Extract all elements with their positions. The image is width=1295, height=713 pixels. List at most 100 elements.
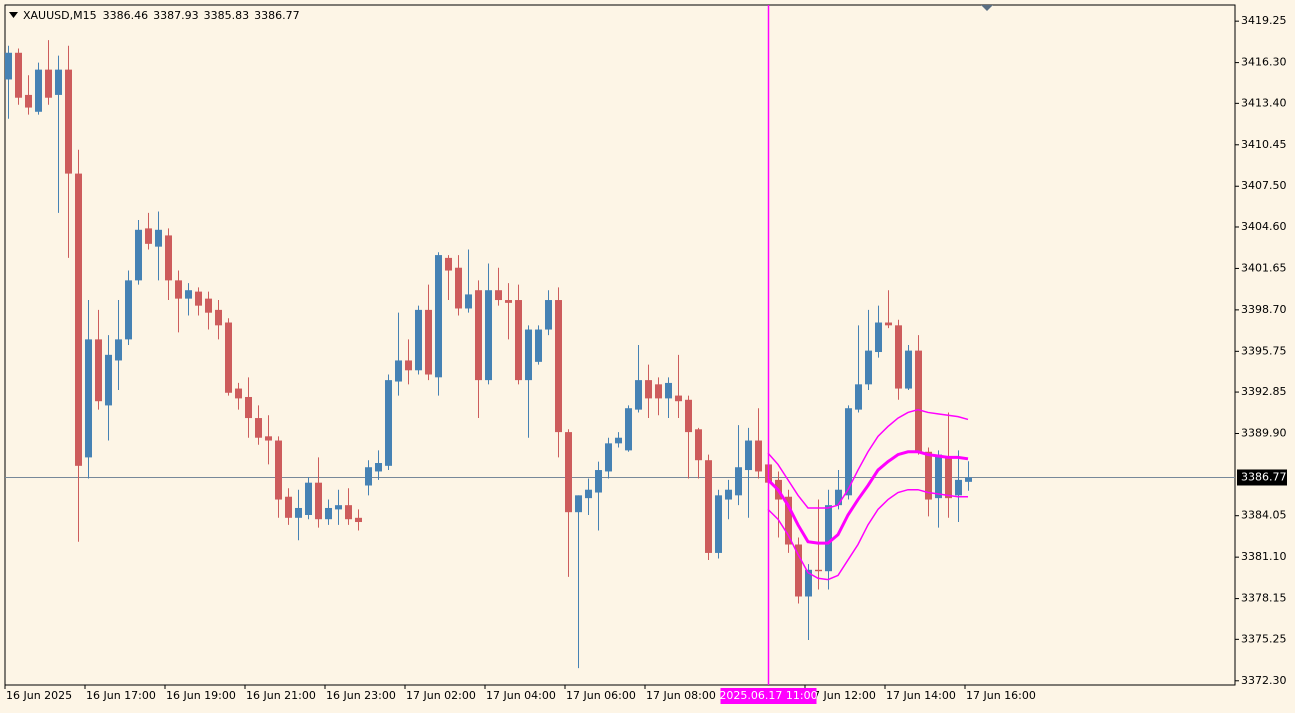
candle-body bbox=[265, 436, 272, 441]
candle-body bbox=[395, 360, 402, 382]
candle-body bbox=[255, 418, 262, 438]
candle-body bbox=[955, 479, 962, 496]
x-tick-label: 17 Jun 16:00 bbox=[966, 689, 1036, 702]
candle-body bbox=[495, 290, 502, 301]
candle-body bbox=[815, 569, 822, 572]
x-tick-label: 17 Jun 06:00 bbox=[566, 689, 636, 702]
candle-body bbox=[525, 329, 532, 381]
candle-body bbox=[605, 443, 612, 472]
candle-body bbox=[505, 300, 512, 303]
candle-body bbox=[725, 489, 732, 500]
candle-body bbox=[595, 470, 602, 493]
y-tick-label: 3413.40 bbox=[1241, 96, 1287, 109]
candle-body bbox=[205, 298, 212, 313]
candle-body bbox=[425, 309, 432, 375]
y-tick-label: 3395.75 bbox=[1241, 344, 1287, 357]
candle-body bbox=[845, 408, 852, 496]
candle-body bbox=[825, 505, 832, 572]
candle-body bbox=[55, 69, 62, 95]
candle-body bbox=[405, 360, 412, 371]
menu-arrow[interactable] bbox=[9, 12, 18, 18]
y-tick-label: 3407.50 bbox=[1241, 179, 1287, 192]
candle-body bbox=[935, 454, 942, 499]
candle-body bbox=[795, 544, 802, 597]
candle-body bbox=[565, 432, 572, 513]
candle-body bbox=[455, 267, 462, 309]
candle-body bbox=[665, 382, 672, 399]
candle-body bbox=[145, 228, 152, 244]
candle-body bbox=[965, 477, 972, 482]
x-tick-label: 16 Jun 21:00 bbox=[246, 689, 316, 702]
candle-body bbox=[895, 325, 902, 389]
candle-body bbox=[545, 300, 552, 330]
candle-body bbox=[745, 440, 752, 471]
y-tick-label: 3372.30 bbox=[1241, 674, 1287, 687]
candle-body bbox=[245, 396, 252, 419]
candle-body bbox=[35, 69, 42, 112]
candle-body bbox=[625, 408, 632, 451]
marker-label: 2025.06.17 11:00 bbox=[719, 689, 817, 702]
candle-body bbox=[325, 507, 332, 520]
overlay-line bbox=[767, 488, 968, 581]
candle-body bbox=[695, 429, 702, 461]
symbol-title: XAUUSD,M15 bbox=[23, 9, 97, 22]
candle-body bbox=[355, 517, 362, 523]
candle-body bbox=[365, 467, 372, 486]
candle-body bbox=[465, 294, 472, 309]
candle-body bbox=[485, 290, 492, 381]
candle-body bbox=[275, 440, 282, 500]
price-label: 3386.77 bbox=[1241, 470, 1287, 483]
overlay-line bbox=[767, 408, 969, 509]
candle-body bbox=[655, 384, 662, 399]
candle-body bbox=[435, 255, 442, 378]
candle-body bbox=[95, 339, 102, 402]
candle-body bbox=[235, 388, 242, 399]
candle-body bbox=[875, 322, 882, 353]
y-tick-label: 3389.90 bbox=[1241, 427, 1287, 440]
x-tick-label: 17 Jun 08:00 bbox=[646, 689, 716, 702]
candle-body bbox=[175, 280, 182, 299]
candle-body bbox=[925, 451, 932, 500]
candle-body bbox=[285, 496, 292, 518]
candle-body bbox=[215, 309, 222, 326]
candle-body bbox=[155, 229, 162, 247]
candle-body bbox=[865, 350, 872, 385]
candle-body bbox=[885, 322, 892, 326]
x-tick-label: 16 Jun 17:00 bbox=[86, 689, 156, 702]
candle-body bbox=[15, 52, 22, 98]
candle-body bbox=[575, 495, 582, 513]
header-low: 3385.83 bbox=[204, 9, 250, 22]
x-tick-label: 17 Jun 04:00 bbox=[486, 689, 556, 702]
candle-body bbox=[805, 569, 812, 597]
candle-body bbox=[445, 257, 452, 271]
candle-body bbox=[675, 395, 682, 402]
candle-body bbox=[75, 173, 82, 466]
y-tick-label: 3419.25 bbox=[1241, 14, 1287, 27]
candle-body bbox=[105, 354, 112, 406]
candle-body bbox=[755, 440, 762, 472]
header-close: 3386.77 bbox=[254, 9, 300, 22]
candle-body bbox=[385, 380, 392, 466]
candle-body bbox=[685, 399, 692, 433]
candle-body bbox=[195, 291, 202, 306]
header-high: 3387.93 bbox=[153, 9, 199, 22]
y-tick-label: 3416.30 bbox=[1241, 56, 1287, 69]
chart-header: XAUUSD,M15 3386.46 3387.93 3385.83 3386.77 bbox=[23, 9, 300, 22]
candle-body bbox=[905, 350, 912, 389]
candle-body bbox=[225, 322, 232, 393]
y-tick-label: 3398.70 bbox=[1241, 303, 1287, 316]
candle-body bbox=[165, 235, 172, 281]
header-open: 3386.46 bbox=[103, 9, 149, 22]
x-tick-label: 17 Jun 14:00 bbox=[886, 689, 956, 702]
candle-body bbox=[125, 280, 132, 340]
overlay-line bbox=[766, 450, 969, 545]
shift-marker[interactable] bbox=[981, 5, 993, 11]
y-tick-label: 3378.15 bbox=[1241, 592, 1287, 605]
candle-body bbox=[645, 380, 652, 399]
y-tick-label: 3410.45 bbox=[1241, 138, 1287, 151]
candle-body bbox=[855, 384, 862, 410]
candle-body bbox=[705, 460, 712, 553]
x-tick-label: 16 Jun 23:00 bbox=[326, 689, 396, 702]
candle-body bbox=[295, 507, 302, 518]
